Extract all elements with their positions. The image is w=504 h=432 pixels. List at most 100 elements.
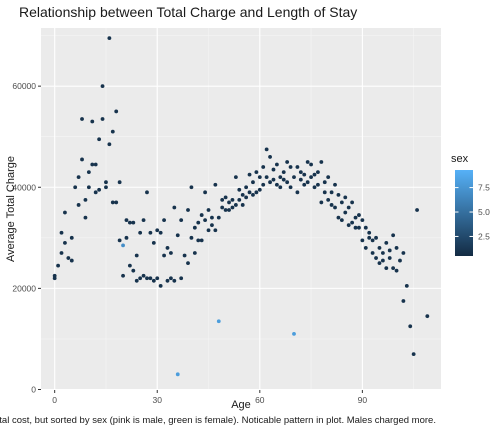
- data-point: [357, 213, 361, 217]
- data-point: [131, 220, 136, 225]
- data-point: [298, 170, 303, 174]
- data-point: [374, 256, 378, 260]
- figure-caption: otal cost, but sorted by sex (pink is ma…: [0, 415, 436, 426]
- data-point: [104, 185, 108, 190]
- data-point: [254, 190, 259, 195]
- data-point: [264, 147, 269, 152]
- x-tick-label: 90: [358, 395, 368, 405]
- data-point: [131, 268, 136, 273]
- data-point: [175, 233, 180, 238]
- data-point: [223, 195, 228, 200]
- data-point: [254, 170, 259, 174]
- data-point: [374, 235, 378, 240]
- data-point: [233, 175, 238, 180]
- data-point: [251, 192, 255, 197]
- data-point: [141, 218, 146, 223]
- data-point: [295, 165, 300, 169]
- data-point: [196, 238, 201, 243]
- data-point: [316, 182, 320, 187]
- data-point: [398, 258, 402, 263]
- data-point: [155, 228, 160, 233]
- data-point: [292, 331, 296, 336]
- data-point: [100, 84, 105, 89]
- data-point: [121, 243, 125, 248]
- data-point: [322, 180, 327, 185]
- data-point: [76, 203, 81, 207]
- data-point: [86, 170, 91, 174]
- data-point: [237, 187, 242, 192]
- data-point: [155, 276, 160, 281]
- data-point: [394, 246, 399, 250]
- data-point: [127, 220, 132, 225]
- data-point: [329, 203, 334, 207]
- data-point: [408, 324, 413, 329]
- data-point: [302, 182, 307, 187]
- data-point: [377, 261, 382, 265]
- data-point: [309, 162, 313, 167]
- data-point: [63, 240, 67, 245]
- legend-title: sex: [451, 153, 469, 165]
- data-point: [162, 253, 166, 258]
- data-point: [165, 278, 170, 283]
- data-point: [326, 197, 331, 202]
- data-point: [162, 218, 166, 223]
- data-point: [322, 190, 327, 195]
- data-point: [80, 157, 84, 162]
- data-point: [292, 175, 296, 180]
- data-point: [370, 238, 375, 243]
- data-point: [63, 210, 67, 215]
- data-point: [90, 119, 95, 124]
- data-point: [213, 228, 218, 233]
- data-point: [326, 175, 331, 180]
- legend-tick-label: 5.0: [478, 207, 490, 217]
- data-point: [261, 165, 266, 169]
- data-point: [353, 215, 358, 220]
- data-point: [227, 208, 231, 212]
- data-point: [104, 180, 108, 185]
- data-point: [169, 251, 173, 255]
- data-point: [138, 230, 143, 235]
- legend-tick-label: 2.5: [478, 231, 490, 241]
- data-point: [93, 190, 98, 195]
- data-point: [274, 182, 279, 187]
- data-point: [145, 190, 149, 195]
- data-point: [391, 266, 396, 271]
- data-point: [411, 352, 416, 357]
- data-point: [257, 187, 262, 192]
- data-point: [268, 155, 272, 159]
- data-point: [312, 172, 317, 177]
- data-point: [367, 230, 372, 235]
- data-point: [363, 246, 368, 250]
- data-point: [240, 203, 245, 207]
- data-point: [285, 180, 290, 185]
- data-point: [380, 258, 385, 263]
- data-point: [69, 258, 74, 263]
- data-point: [285, 160, 290, 164]
- data-point: [404, 283, 409, 288]
- data-point: [114, 200, 119, 205]
- data-point: [391, 233, 396, 238]
- data-point: [298, 177, 303, 182]
- data-point: [151, 240, 156, 245]
- data-point: [257, 175, 262, 180]
- data-point: [110, 200, 115, 205]
- data-point: [295, 190, 300, 195]
- data-point: [274, 162, 279, 167]
- data-point: [134, 278, 139, 283]
- data-point: [237, 197, 242, 202]
- data-point: [309, 175, 313, 180]
- data-point: [316, 170, 320, 174]
- data-point: [363, 225, 368, 230]
- data-point: [73, 185, 78, 190]
- data-point: [343, 210, 348, 215]
- y-tick-label: 20000: [12, 283, 36, 293]
- data-point: [59, 251, 64, 255]
- data-point: [370, 251, 375, 255]
- data-point: [97, 137, 102, 142]
- data-point: [346, 223, 351, 228]
- data-point: [69, 235, 74, 240]
- data-point: [271, 167, 276, 172]
- data-point: [206, 228, 211, 233]
- data-point: [233, 203, 238, 207]
- data-point: [169, 276, 173, 281]
